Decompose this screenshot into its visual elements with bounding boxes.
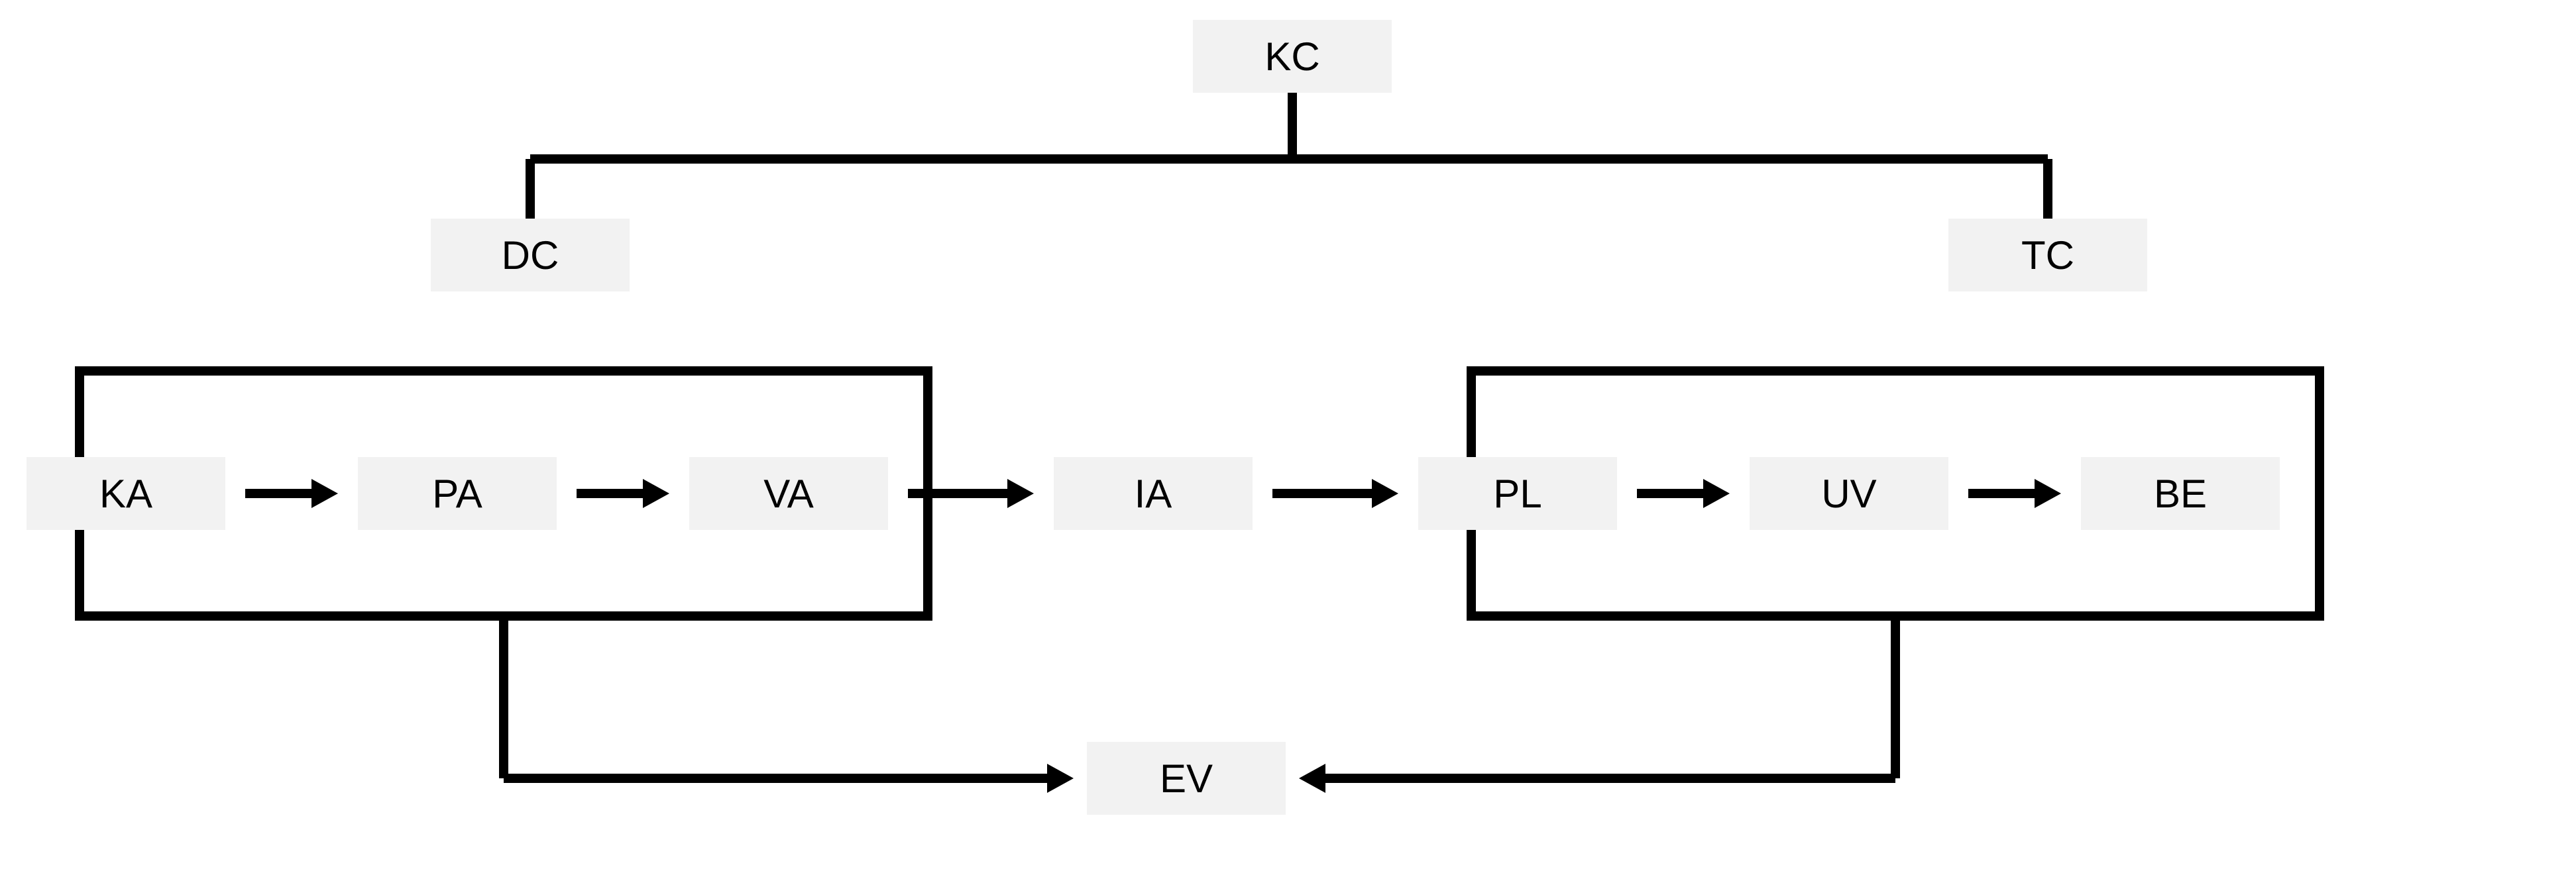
node-label: TC [2021, 233, 2074, 278]
node-pl: PL [1418, 457, 1617, 530]
node-ia: IA [1054, 457, 1253, 530]
node-kc: KC [1193, 20, 1392, 93]
node-label: PA [432, 471, 482, 517]
node-dc: DC [431, 219, 630, 291]
node-label: BE [2154, 471, 2207, 517]
node-va: VA [689, 457, 888, 530]
node-ev: EV [1087, 742, 1286, 815]
node-ka: KA [27, 457, 225, 530]
node-pa: PA [358, 457, 557, 530]
node-be: BE [2081, 457, 2280, 530]
node-label: UV [1821, 471, 1876, 517]
node-tc: TC [1948, 219, 2147, 291]
node-label: KC [1264, 34, 1319, 79]
node-label: KA [99, 471, 152, 517]
node-uv: UV [1750, 457, 1948, 530]
node-label: EV [1160, 756, 1213, 801]
node-label: IA [1135, 471, 1172, 517]
node-label: VA [763, 471, 814, 517]
diagram-lines [0, 0, 2576, 879]
node-label: PL [1493, 471, 1541, 517]
node-label: DC [502, 233, 559, 278]
diagram-canvas: KC DC TC KA PA VA IA PL UV BE EV [0, 0, 2576, 879]
